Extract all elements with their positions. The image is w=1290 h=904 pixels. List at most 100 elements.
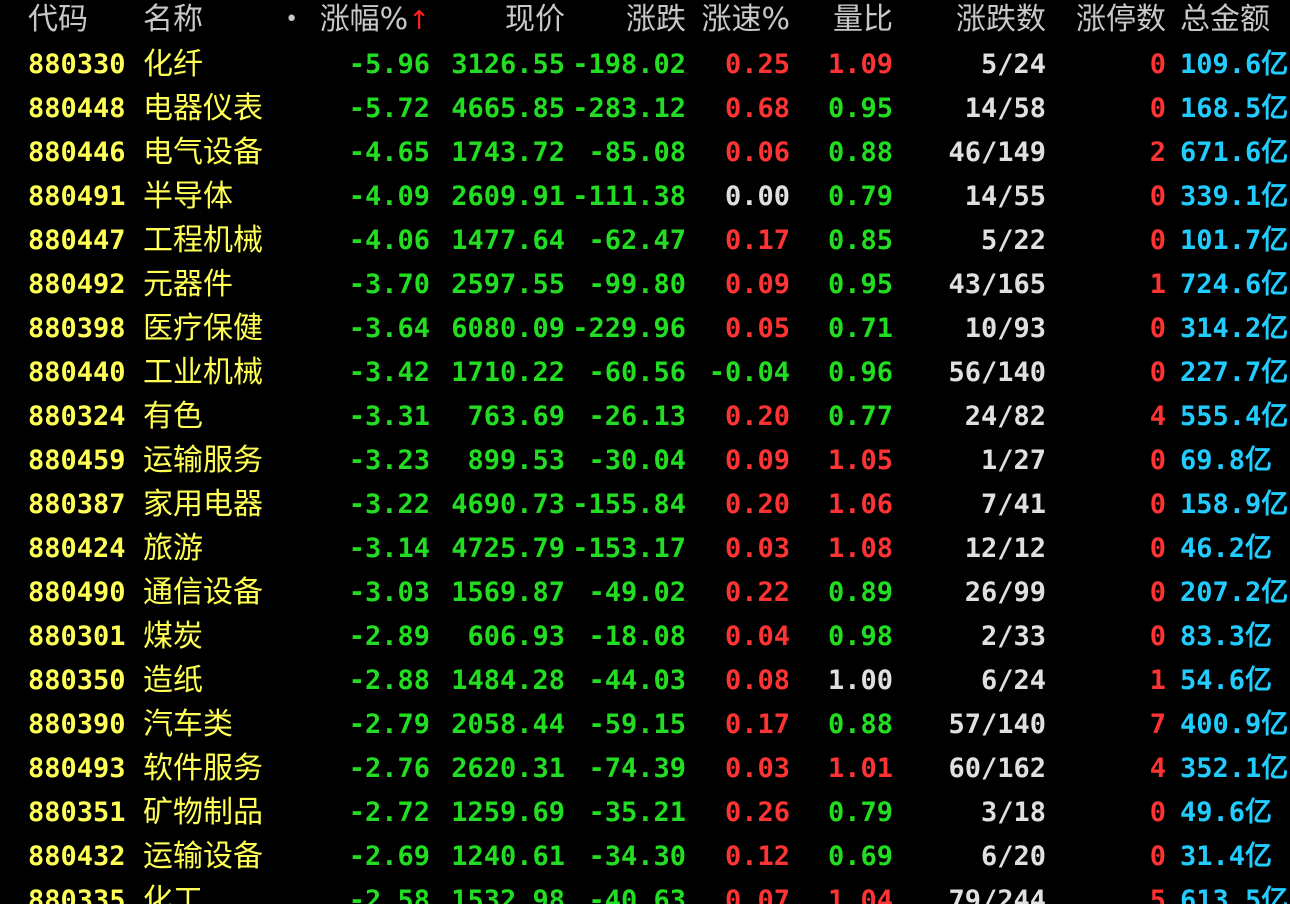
cell-limit-up-count: 0 [1149, 533, 1166, 564]
table-header: 代码 名称 • 涨幅%↑ 现价 涨跌 涨速% 量比 涨跌数 涨停数 总金额 [0, 0, 1290, 44]
cell-up-down-count: 12/12 [964, 533, 1046, 564]
cell-up-down-count: 14/58 [964, 93, 1046, 124]
cell-limit-up-count: 0 [1149, 313, 1166, 344]
cell-name: 化纤 [143, 47, 203, 82]
cell-volume-ratio: 0.98 [827, 621, 893, 652]
table-row[interactable]: 880330 化纤 -5.96 3126.55 -198.02 0.25 1.09 5/24 0… [0, 43, 1290, 87]
header-amount[interactable]: 总金额 [1180, 2, 1270, 37]
cell-code: 880446 [28, 137, 126, 168]
cell-amount: 613.5亿 [1180, 885, 1289, 904]
header-name[interactable]: 名称 [143, 2, 203, 37]
cell-price: 1569.87 [451, 577, 565, 608]
header-up-down-count[interactable]: 涨跌数 [956, 2, 1046, 37]
header-pct[interactable]: 涨幅%↑ [300, 0, 430, 40]
header-speed[interactable]: 涨速% [701, 2, 790, 37]
table-row[interactable]: 880350 造纸 -2.88 1484.28 -44.03 0.08 1.00 6/24 1 5… [0, 659, 1290, 703]
cell-price: 6080.09 [451, 313, 565, 344]
table-row[interactable]: 880301 煤炭 -2.89 606.93 -18.08 0.04 0.98 2/33 0 83… [0, 615, 1290, 659]
table-row[interactable]: 880448 电器仪表 -5.72 4665.85 -283.12 0.68 0.95 14/… [0, 87, 1290, 131]
cell-code: 880492 [28, 269, 126, 300]
cell-speed: 0.68 [724, 93, 790, 124]
cell-volume-ratio: 0.85 [827, 225, 893, 256]
table-row[interactable]: 880447 工程机械 -4.06 1477.64 -62.47 0.17 0.85 5/22… [0, 219, 1290, 263]
table-row[interactable]: 880432 运输设备 -2.69 1240.61 -34.30 0.12 0.69 6/20… [0, 835, 1290, 879]
cell-speed: 0.03 [724, 533, 790, 564]
header-change[interactable]: 涨跌 [626, 2, 686, 37]
cell-pct: -2.58 [348, 885, 430, 904]
cell-change: -155.84 [572, 489, 686, 520]
cell-amount: 31.4亿 [1180, 841, 1273, 872]
cell-limit-up-count: 0 [1149, 445, 1166, 476]
cell-change: -229.96 [572, 313, 686, 344]
cell-volume-ratio: 1.05 [827, 445, 893, 476]
table-row[interactable]: 880490 通信设备 -3.03 1569.87 -49.02 0.22 0.89 26/9… [0, 571, 1290, 615]
cell-volume-ratio: 0.79 [827, 797, 893, 828]
table-row[interactable]: 880446 电气设备 -4.65 1743.72 -85.08 0.06 0.88 46/1… [0, 131, 1290, 175]
table-row[interactable]: 880335 化工 -2.58 1532.98 -40.63 0.07 1.04 79/244… [0, 879, 1290, 904]
cell-speed: 0.12 [724, 841, 790, 872]
cell-change: -198.02 [572, 49, 686, 80]
cell-volume-ratio: 0.69 [827, 841, 893, 872]
cell-limit-up-count: 4 [1149, 401, 1166, 432]
cell-pct: -3.03 [348, 577, 430, 608]
cell-code: 880447 [28, 225, 126, 256]
table-row[interactable]: 880459 运输服务 -3.23 899.53 -30.04 0.09 1.05 1/27 0… [0, 439, 1290, 483]
cell-up-down-count: 1/27 [980, 445, 1046, 476]
table-row[interactable]: 880324 有色 -3.31 763.69 -26.13 0.20 0.77 24/82 4 5… [0, 395, 1290, 439]
header-dot-marker: • [285, 7, 299, 32]
cell-change: -99.80 [588, 269, 686, 300]
table-row[interactable]: 880398 医疗保健 -3.64 6080.09 -229.96 0.05 0.71 10/… [0, 307, 1290, 351]
table-row[interactable]: 880493 软件服务 -2.76 2620.31 -74.39 0.03 1.01 60/1… [0, 747, 1290, 791]
cell-pct: -3.14 [348, 533, 430, 564]
cell-up-down-count: 7/41 [980, 489, 1046, 520]
cell-code: 880459 [28, 445, 126, 476]
cell-volume-ratio: 0.79 [827, 181, 893, 212]
table-row[interactable]: 880390 汽车类 -2.79 2058.44 -59.15 0.17 0.88 57/14… [0, 703, 1290, 747]
cell-volume-ratio: 0.88 [827, 137, 893, 168]
cell-price: 1259.69 [451, 797, 565, 828]
cell-up-down-count: 79/244 [948, 885, 1046, 904]
cell-up-down-count: 57/140 [948, 709, 1046, 740]
cell-code: 880448 [28, 93, 126, 124]
cell-amount: 69.8亿 [1180, 445, 1273, 476]
cell-code: 880440 [28, 357, 126, 388]
cell-name: 元器件 [143, 267, 233, 302]
cell-pct: -4.65 [348, 137, 430, 168]
cell-limit-up-count: 0 [1149, 93, 1166, 124]
cell-limit-up-count: 0 [1149, 225, 1166, 256]
header-price[interactable]: 现价 [505, 2, 565, 37]
cell-speed: 0.09 [724, 445, 790, 476]
cell-pct: -2.69 [348, 841, 430, 872]
cell-price: 1743.72 [451, 137, 565, 168]
table-row[interactable]: 880351 矿物制品 -2.72 1259.69 -35.21 0.26 0.79 3/18… [0, 791, 1290, 835]
cell-speed: 0.04 [724, 621, 790, 652]
table-row[interactable]: 880424 旅游 -3.14 4725.79 -153.17 0.03 1.08 12/12… [0, 527, 1290, 571]
cell-volume-ratio: 0.71 [827, 313, 893, 344]
cell-code: 880324 [28, 401, 126, 432]
cell-speed: 0.17 [724, 225, 790, 256]
table-row[interactable]: 880387 家用电器 -3.22 4690.73 -155.84 0.20 1.06 7/4… [0, 483, 1290, 527]
cell-limit-up-count: 1 [1149, 665, 1166, 696]
cell-speed: 0.07 [724, 885, 790, 904]
table-row[interactable]: 880491 半导体 -4.09 2609.91 -111.38 0.00 0.79 14/5… [0, 175, 1290, 219]
table-row[interactable]: 880492 元器件 -3.70 2597.55 -99.80 0.09 0.95 43/16… [0, 263, 1290, 307]
cell-speed: 0.17 [724, 709, 790, 740]
cell-amount: 400.9亿 [1180, 709, 1289, 740]
cell-speed: 0.09 [724, 269, 790, 300]
cell-code: 880491 [28, 181, 126, 212]
cell-code: 880351 [28, 797, 126, 828]
cell-pct: -3.64 [348, 313, 430, 344]
cell-volume-ratio: 1.01 [827, 753, 893, 784]
cell-pct: -2.76 [348, 753, 430, 784]
cell-name: 工业机械 [143, 355, 263, 390]
cell-change: -26.13 [588, 401, 686, 432]
cell-code: 880424 [28, 533, 126, 564]
header-limit-up-count[interactable]: 涨停数 [1076, 2, 1166, 37]
cell-price: 2597.55 [451, 269, 565, 300]
header-code[interactable]: 代码 [28, 2, 88, 37]
header-volume-ratio[interactable]: 量比 [833, 2, 893, 37]
cell-pct: -3.42 [348, 357, 430, 388]
cell-volume-ratio: 0.77 [827, 401, 893, 432]
table-row[interactable]: 880440 工业机械 -3.42 1710.22 -60.56 -0.04 0.96 56/… [0, 351, 1290, 395]
cell-amount: 207.2亿 [1180, 577, 1289, 608]
